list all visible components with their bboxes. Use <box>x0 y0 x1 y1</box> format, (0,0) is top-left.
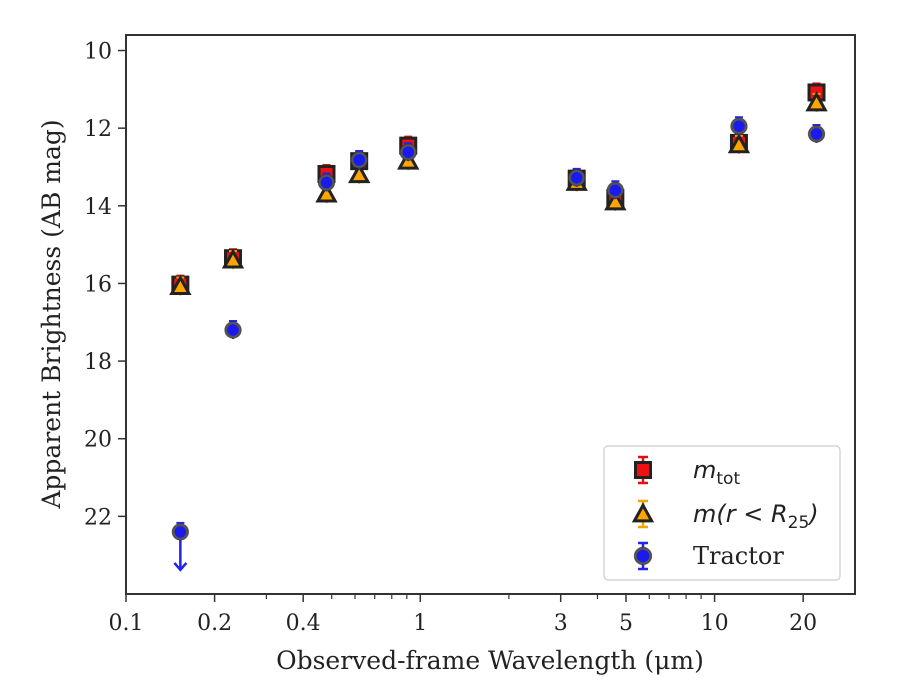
legend-label: mtot <box>693 456 740 489</box>
point-circle-ring <box>730 117 748 135</box>
legend-label: Tractor <box>693 542 784 570</box>
point-circle <box>224 321 242 339</box>
point-triangle <box>315 182 338 203</box>
y-tick-label: 16 <box>84 272 112 297</box>
point-triangle <box>221 248 245 269</box>
legend: mtot m(r < R25) Tractor <box>603 445 841 581</box>
point-circle-ring <box>568 169 586 187</box>
x-tick-label: 0.4 <box>286 611 321 636</box>
point-circle-ring <box>171 523 190 541</box>
point-circle <box>730 117 748 135</box>
axis-ticks: 0.1 0.2 0.4 1 3 5 10 20 10 12 14 16 18 20 22 <box>84 40 817 636</box>
legend-entry: mtot <box>634 455 740 489</box>
x-tick-label: 1 <box>413 611 427 636</box>
point-circle <box>350 151 368 169</box>
point-circle <box>568 169 585 187</box>
point-circle <box>607 182 624 199</box>
x-tick-label: 5 <box>619 611 633 636</box>
y-tick-label: 18 <box>84 350 112 375</box>
legend-box <box>603 445 841 581</box>
y-tick-label: 20 <box>84 428 112 453</box>
x-tick-label: 0.1 <box>109 611 144 636</box>
legend-label: m(r < R25) <box>693 500 819 533</box>
point-circle-ring <box>224 321 242 339</box>
y-tick-label: 14 <box>84 195 112 220</box>
point-circle-ring <box>606 181 625 199</box>
point-triangle <box>348 163 371 184</box>
x-tick-label: 0.2 <box>197 611 232 636</box>
point-triangle <box>169 274 192 295</box>
y-tick-label: 12 <box>84 117 112 142</box>
plot-frame <box>125 34 856 595</box>
upper-limit-arrowhead <box>173 562 188 572</box>
point-circle <box>318 174 335 191</box>
point-circle <box>808 125 825 143</box>
point-circle <box>172 523 189 541</box>
point-triangle <box>604 190 627 211</box>
x-tick-label: 3 <box>554 611 568 636</box>
point-circle-ring <box>350 151 368 169</box>
x-axis-label: Observed-frame Wavelength (μm) <box>276 646 704 675</box>
y-axis-label: Apparent Brightness (AB mag) <box>37 119 66 509</box>
point-circle-ring <box>317 173 336 192</box>
y-tick-label: 22 <box>84 505 112 530</box>
point-triangle <box>805 91 828 112</box>
legend-entry: Tractor <box>633 541 784 571</box>
point-circle <box>399 143 417 161</box>
point-circle-ring <box>807 125 826 143</box>
legend-marker-circle-ring <box>633 546 653 566</box>
x-tick-label: 20 <box>789 611 817 636</box>
series-circle <box>171 116 826 572</box>
legend-entry: m(r < R25) <box>631 499 819 533</box>
series-triangle <box>169 91 828 296</box>
point-circle-ring <box>399 143 417 161</box>
y-tick-label: 10 <box>84 40 112 65</box>
legend-marker-circle <box>634 547 652 565</box>
x-tick-label: 10 <box>701 611 729 636</box>
data-marks <box>169 82 828 572</box>
legend-marker-square <box>634 461 652 479</box>
legend-marker-triangle <box>631 502 655 523</box>
point-triangle <box>727 133 751 154</box>
